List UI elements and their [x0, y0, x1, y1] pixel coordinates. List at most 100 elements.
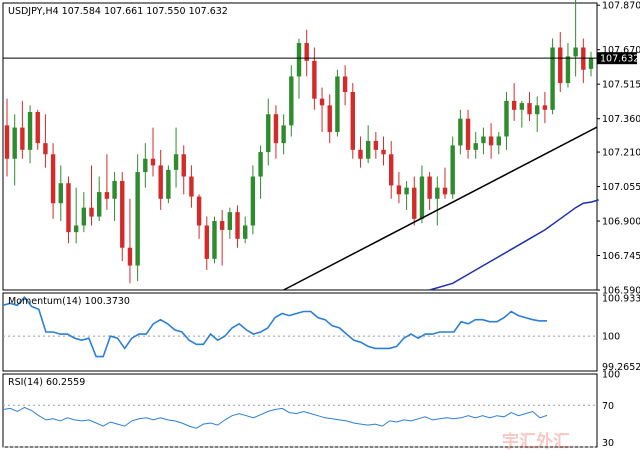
candle-body	[381, 149, 386, 155]
candle	[396, 172, 402, 204]
candle-body	[296, 43, 302, 77]
candle-body	[27, 112, 33, 150]
candle	[588, 51, 594, 77]
candle-body	[4, 125, 10, 159]
candle-body	[243, 225, 248, 239]
candle-body	[127, 247, 133, 266]
candle-body	[350, 91, 355, 150]
candle	[350, 83, 355, 159]
candle-body	[565, 56, 571, 84]
candle-body	[212, 221, 217, 259]
candle	[266, 98, 271, 166]
candle	[550, 38, 555, 115]
candle	[496, 132, 501, 155]
price-panel: 107.870 107.670 107.515 107.360 107.210 107.0…	[2, 0, 640, 297]
candle-body	[304, 43, 309, 61]
candle	[58, 165, 63, 222]
candle	[558, 31, 563, 92]
candle-body	[12, 127, 17, 159]
candle	[73, 187, 79, 244]
candle	[419, 165, 425, 224]
candle-body	[365, 140, 371, 159]
candle	[573, 0, 578, 77]
price-axis-label: 106.590	[602, 286, 640, 297]
candle	[250, 165, 256, 235]
chart-title: USDJPY,H4 107.584 107.661 107.550 107.63…	[8, 6, 228, 17]
candle	[97, 176, 102, 222]
current-price-box	[597, 52, 637, 65]
candle	[319, 87, 325, 133]
candle	[527, 91, 532, 121]
rsi-panel: 100 70 30 RSI(14) 60.2559	[2, 370, 620, 449]
candle	[35, 109, 40, 150]
candle-body	[20, 127, 25, 150]
candle-body	[227, 212, 233, 230]
candle-body	[104, 192, 110, 199]
candle	[442, 167, 448, 199]
candle	[342, 65, 348, 106]
candle	[289, 65, 294, 137]
candle	[365, 125, 371, 164]
candle-body	[181, 154, 186, 177]
candle-body	[43, 143, 48, 155]
candle	[196, 194, 202, 239]
candle	[488, 123, 494, 159]
candle-body	[519, 103, 525, 110]
rsi-axis-label: 70	[602, 401, 614, 412]
candle-body	[535, 105, 540, 115]
candle-body	[135, 172, 140, 266]
candle	[204, 216, 209, 270]
candle	[227, 207, 233, 239]
candle	[189, 165, 194, 208]
candle	[81, 192, 87, 233]
candle-body	[189, 176, 194, 197]
candle	[404, 180, 409, 210]
candle-body	[112, 180, 117, 199]
candle	[542, 91, 548, 124]
candle-body	[143, 158, 148, 173]
candle	[66, 176, 71, 244]
candle-body	[511, 100, 517, 110]
candle	[465, 109, 471, 159]
candle	[565, 43, 571, 88]
moving-average-line	[429, 199, 599, 291]
candle	[20, 100, 25, 159]
candle-body	[35, 112, 40, 144]
candle-body	[173, 154, 179, 170]
candle-body	[558, 47, 563, 84]
candle	[135, 154, 140, 282]
candle-body	[266, 114, 271, 153]
candle-body	[273, 114, 279, 144]
candle-body	[319, 98, 325, 106]
candle	[335, 69, 340, 137]
candle	[473, 132, 478, 159]
price-axis-label: 107.670	[602, 45, 640, 56]
candle-body	[473, 143, 478, 150]
candle	[450, 136, 455, 199]
candle	[158, 149, 163, 210]
candle	[504, 91, 509, 150]
candle-body	[204, 225, 209, 259]
candle	[43, 114, 48, 168]
rsi-title: RSI(14) 60.2559	[8, 377, 85, 388]
candle-body	[442, 187, 448, 195]
candle	[150, 127, 156, 177]
candle	[435, 176, 440, 226]
candle-body	[89, 207, 94, 217]
candle-body	[427, 176, 432, 199]
momentum-axis-label: 100	[602, 332, 620, 343]
candle-body	[588, 58, 594, 69]
candle	[389, 140, 394, 199]
current-price-label: 107.632	[600, 54, 639, 65]
candle-body	[488, 136, 494, 146]
candle-body	[196, 196, 202, 226]
candle-body	[66, 183, 71, 233]
rsi-axis-label: 30	[602, 438, 614, 449]
candle-body	[166, 169, 171, 199]
candle-body	[73, 225, 79, 233]
candle	[412, 176, 417, 226]
candle	[181, 145, 186, 195]
candle	[535, 96, 540, 133]
